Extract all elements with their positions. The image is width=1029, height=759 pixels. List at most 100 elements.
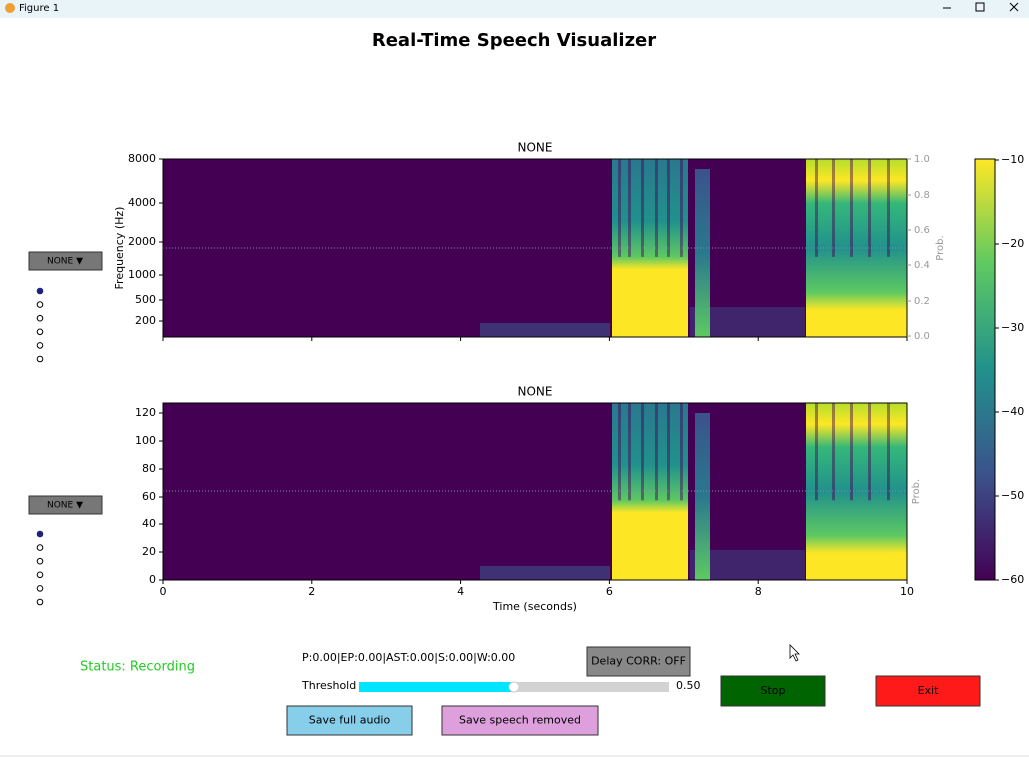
y-tick-label: 100 — [135, 434, 156, 447]
y2-tick-label: 0.8 — [914, 190, 930, 201]
y2-tick-label: 1.0 — [914, 154, 930, 165]
status: Status: Recording — [80, 660, 195, 675]
spectral-streak — [655, 159, 658, 257]
y-tick-label: 200 — [135, 314, 156, 327]
mouse-cursor — [789, 644, 800, 662]
speech-region — [695, 413, 710, 580]
save-speech-button-label: Save speech removed — [459, 714, 581, 727]
spectral-streak — [887, 403, 890, 501]
slider-fill — [359, 682, 514, 692]
spectral-streak — [815, 403, 818, 501]
y-tick-label: 0 — [149, 573, 156, 586]
stop-button[interactable] — [720, 675, 826, 707]
x-tick-label: 0 — [160, 585, 167, 598]
y2-tick-label: 0.0 — [914, 331, 930, 342]
save-speech-button[interactable] — [441, 705, 599, 736]
spectral-streak — [667, 403, 670, 501]
y2-tick-label: 0.6 — [914, 225, 930, 236]
y-tick-label: 500 — [135, 293, 156, 306]
y-tick-label: 1000 — [128, 268, 156, 281]
colorbar-tick-label: −30 — [1001, 321, 1024, 334]
figure-title: Real-Time Speech Visualizer — [372, 30, 656, 51]
spectral-streak — [628, 159, 631, 257]
x-tick-label: 6 — [606, 585, 613, 598]
spectral-streak — [628, 403, 631, 501]
radio-button[interactable] — [36, 287, 44, 295]
spectral-streak — [641, 403, 644, 501]
spectral-streak — [680, 403, 683, 501]
exit-button[interactable] — [875, 675, 981, 707]
y2-tick-label: 0.4 — [914, 260, 930, 271]
spectral-streak — [641, 159, 644, 257]
y-tick-label: 80 — [142, 462, 156, 475]
panel-title: NONE — [518, 385, 553, 399]
title-bar — [0, 0, 1029, 18]
x-tick-label: 10 — [900, 585, 914, 598]
dropdown-label: NONE ▼ — [47, 501, 83, 511]
spectral-streak — [618, 159, 621, 257]
radio-button[interactable] — [36, 585, 44, 592]
y-tick-label: 4000 — [128, 196, 156, 209]
spectral-streak — [868, 159, 871, 257]
radio-button[interactable] — [36, 301, 44, 308]
spectral-streak — [832, 403, 835, 501]
x-tick-label: 4 — [457, 585, 464, 598]
spectral-streak — [850, 159, 853, 257]
radio-button[interactable] — [36, 557, 44, 565]
colorbar — [974, 158, 996, 581]
spectral-streak — [618, 403, 621, 501]
y-tick-label: 20 — [142, 545, 156, 558]
colorbar-tick-label: −10 — [1001, 153, 1024, 166]
noise-floor — [480, 323, 610, 337]
window-title: Figure 1 — [19, 3, 59, 14]
dropdown-label: NONE ▼ — [47, 257, 83, 267]
spectral-streak — [655, 403, 658, 501]
spectral-streak — [815, 159, 818, 257]
spectral-streak — [832, 159, 835, 257]
y-tick-label: 40 — [142, 517, 156, 530]
slider-handle[interactable] — [508, 681, 520, 693]
maximize-button[interactable] — [975, 2, 985, 12]
y-axis-label: Frequency (Hz) — [113, 207, 126, 290]
threshold-value: 0.50 — [676, 679, 701, 692]
radio-button[interactable] — [36, 314, 44, 322]
y-tick-label: 60 — [142, 490, 156, 503]
y2-axis-label: Prob. — [935, 235, 946, 260]
spectral-streak — [667, 159, 670, 257]
radio-button[interactable] — [36, 544, 44, 551]
radio-button[interactable] — [36, 355, 44, 363]
dropdown[interactable] — [28, 495, 103, 515]
spectral-streak — [850, 403, 853, 501]
save-full-button[interactable] — [286, 705, 413, 736]
delay-button[interactable] — [586, 646, 691, 677]
y-tick-label: 8000 — [128, 152, 156, 165]
x-tick-label: 2 — [308, 585, 315, 598]
x-axis-label: Time (seconds) — [492, 600, 577, 613]
noise-floor — [480, 566, 610, 580]
radio-button[interactable] — [36, 571, 44, 579]
threshold-label: Threshold — [301, 679, 356, 692]
y-tick-label: 120 — [135, 406, 156, 419]
close-button[interactable] — [1009, 2, 1019, 12]
dropdown[interactable] — [28, 251, 103, 271]
x-tick-label: 8 — [755, 585, 762, 598]
axes-frame — [162, 158, 908, 338]
colorbar-tick-label: −20 — [1001, 237, 1024, 250]
delay-button-label: Delay CORR: OFF — [591, 655, 686, 668]
y2-tick-label: 0.2 — [914, 296, 930, 307]
axes-frame — [162, 402, 908, 581]
metrics: P:0.00|EP:0.00|AST:0.00|S:0.00|W:0.00 — [302, 651, 515, 664]
radio-button[interactable] — [36, 598, 44, 606]
colorbar-tick-label: −40 — [1001, 405, 1024, 418]
radio-button[interactable] — [36, 328, 44, 336]
radio-button[interactable] — [36, 342, 44, 349]
save-full-button-label: Save full audio — [309, 714, 391, 727]
radio-button[interactable] — [36, 530, 44, 538]
y2-axis-label: Prob. — [911, 479, 922, 504]
panel-title: NONE — [518, 141, 553, 155]
spectral-streak — [868, 403, 871, 501]
colorbar-tick-label: −60 — [1001, 573, 1024, 586]
speech-region — [695, 169, 710, 337]
